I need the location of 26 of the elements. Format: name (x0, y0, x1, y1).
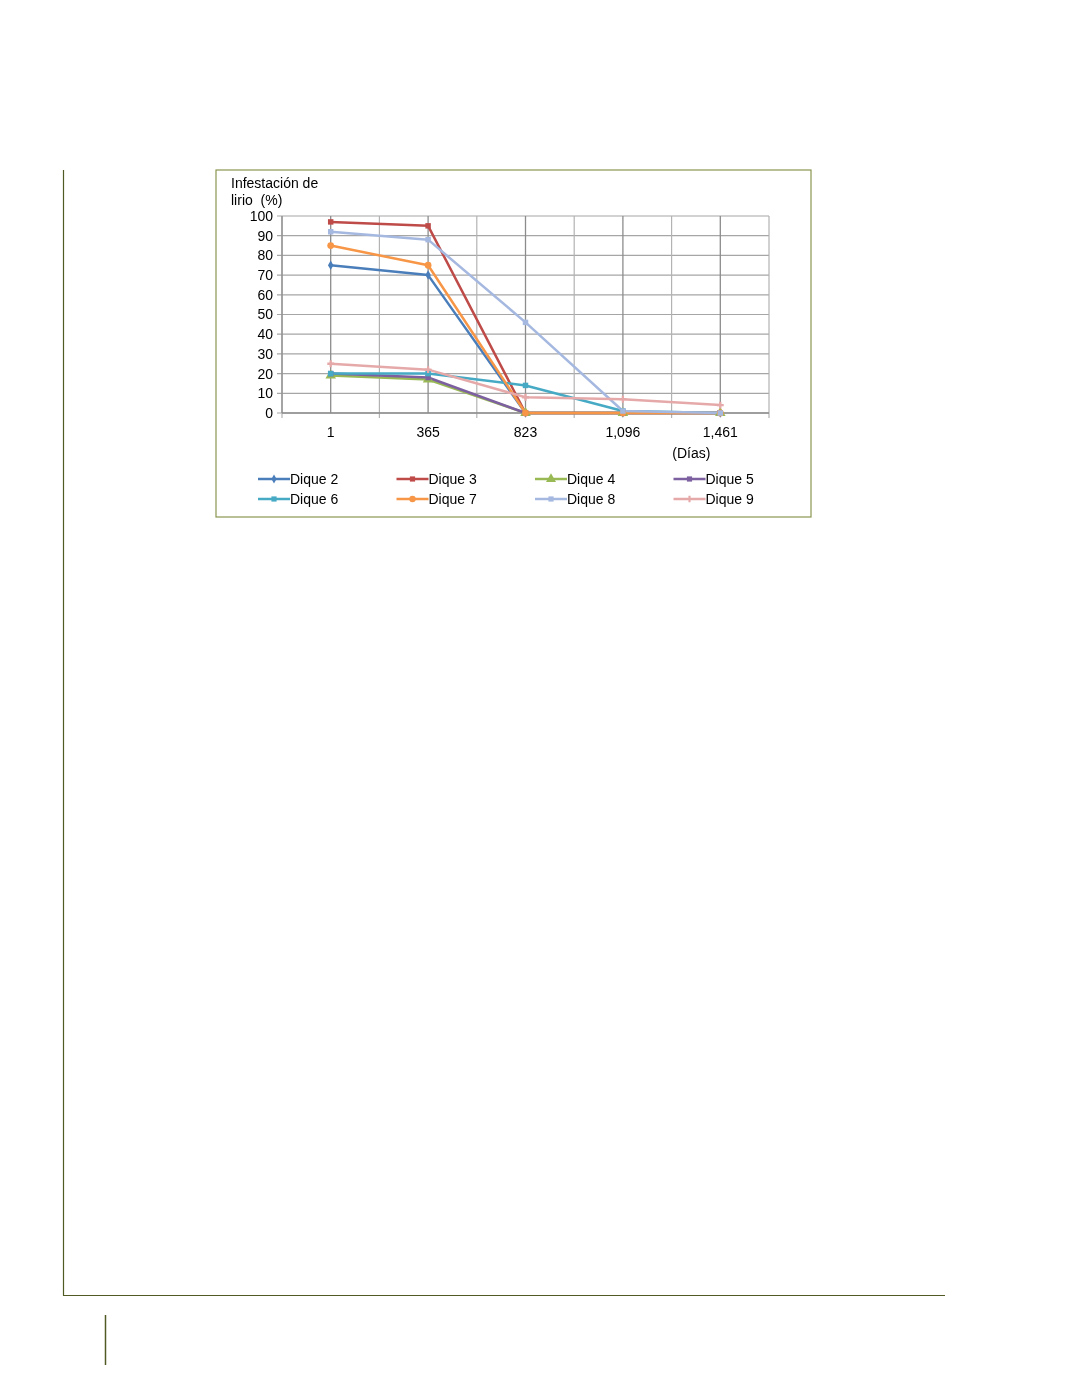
x-axis-title: (Días) (672, 444, 711, 461)
x-tick-label: 365 (416, 423, 440, 440)
y-tick-label: 50 (257, 306, 274, 323)
legend-label: Dique 4 (567, 470, 616, 487)
legend-label: Dique 9 (705, 490, 754, 507)
x-tick-label: 823 (513, 423, 538, 440)
legend-label: Dique 6 (290, 490, 339, 507)
y-tick-label: 30 (257, 345, 274, 362)
x-tick-label: 1,096 (605, 423, 641, 440)
legend-label: Dique 8 (567, 490, 616, 507)
legend-label: Dique 2 (290, 470, 339, 487)
y-tick-label: 60 (257, 286, 274, 303)
legend-label: Dique 5 (705, 470, 754, 487)
y-tick-label: 90 (257, 227, 274, 244)
legend-label: Dique 7 (428, 490, 477, 507)
y-tick-label: 80 (257, 247, 274, 264)
y-tick-label: 70 (257, 267, 274, 283)
y-axis-title: Infestación de lirio (%) (231, 174, 319, 208)
y-tick-label: 10 (257, 385, 274, 402)
y-tick-label: 100 (249, 207, 274, 224)
x-tick-label: 1 (326, 423, 335, 440)
legend-label: Dique 3 (428, 470, 477, 487)
y-tick-label: 0 (265, 404, 274, 421)
y-tick-label: 40 (257, 326, 274, 343)
x-tick-label: 1,461 (702, 423, 739, 440)
y-tick-label: 20 (257, 365, 274, 382)
